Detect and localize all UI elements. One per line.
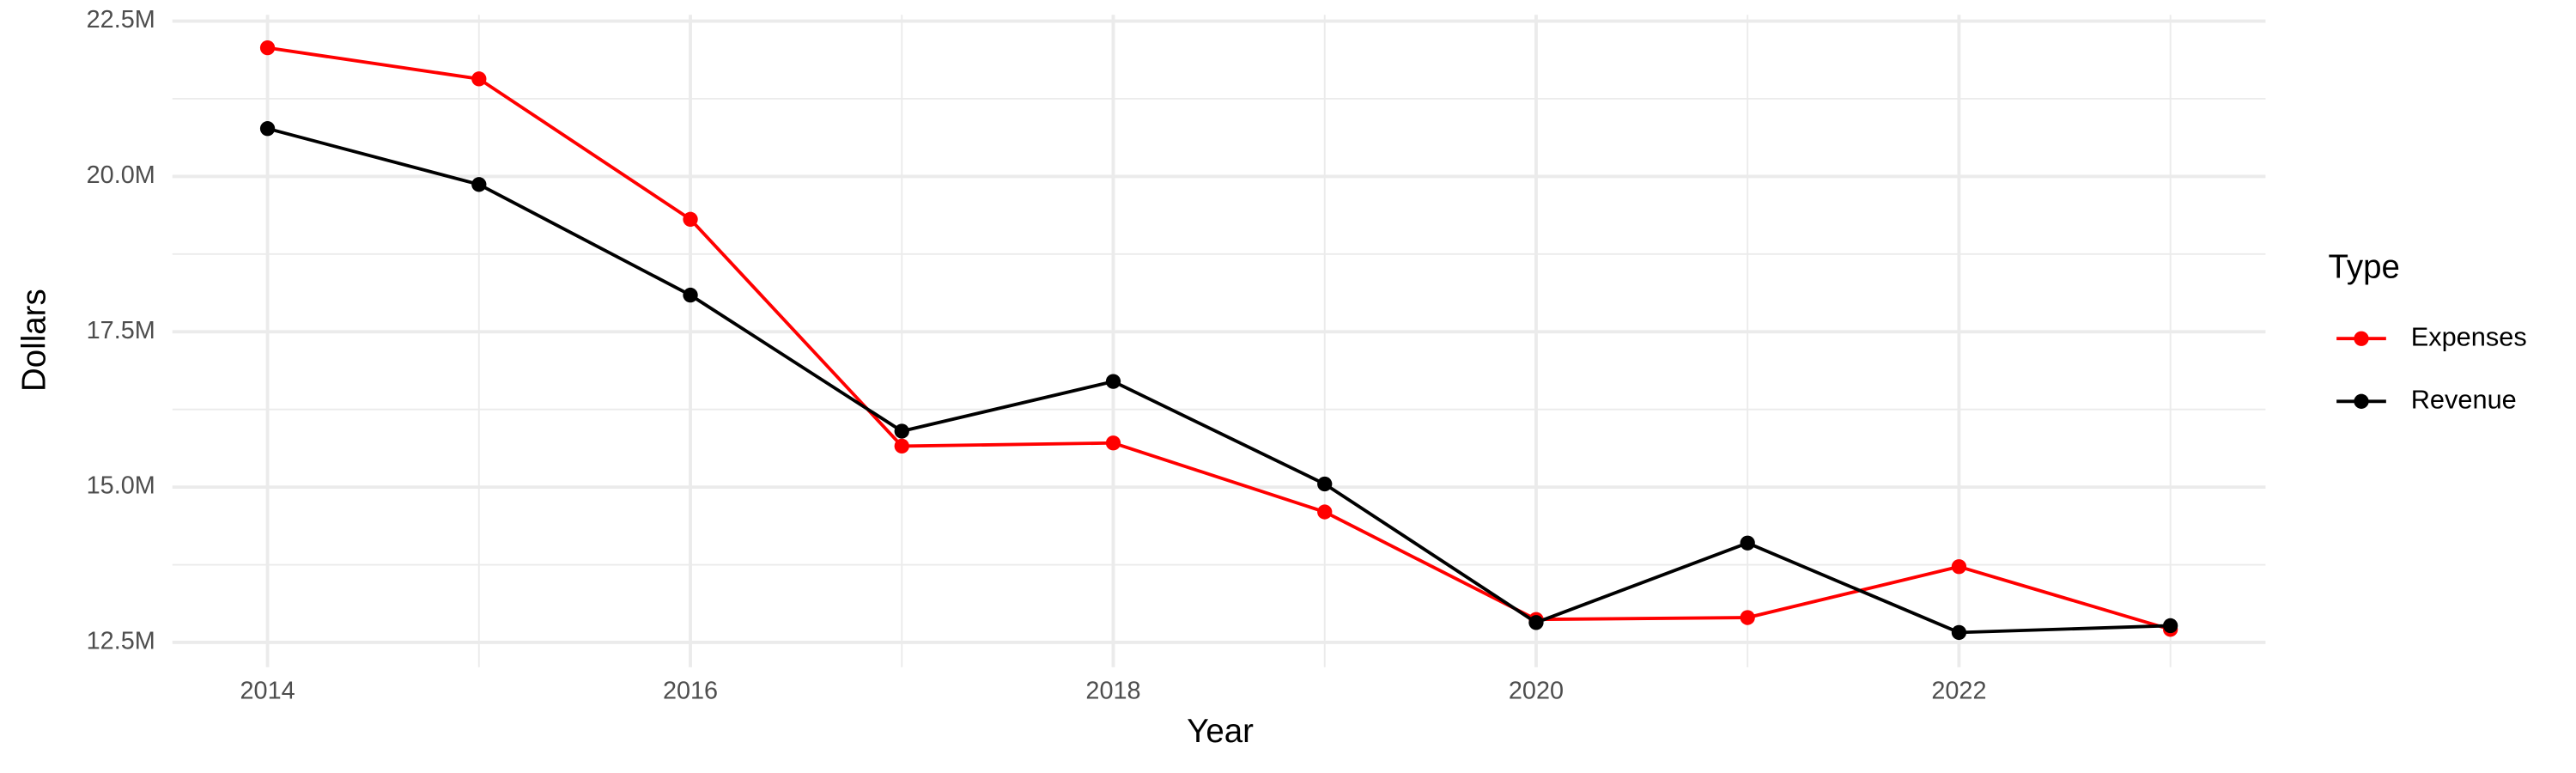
x-tick-label: 2020 [1509, 677, 1564, 704]
y-tick-label: 20.0M [87, 161, 155, 189]
y-tick-label: 15.0M [87, 472, 155, 500]
point [1317, 504, 1333, 520]
point [259, 121, 276, 137]
point [1740, 610, 1755, 625]
point [1528, 615, 1544, 630]
y-tick-label: 17.5M [87, 317, 155, 344]
legend-key-point [2354, 331, 2369, 346]
marks [259, 40, 2178, 641]
legend: Type Expenses Revenue [2329, 249, 2527, 415]
grid [172, 15, 2266, 667]
x-tick-label: 2022 [1931, 677, 1986, 704]
y-tick-label: 22.5M [87, 6, 155, 33]
legend-title: Type [2329, 249, 2400, 286]
point [2163, 618, 2178, 634]
point [1105, 435, 1121, 451]
point [894, 438, 909, 454]
x-tick-label: 2016 [663, 677, 718, 704]
point [1317, 476, 1333, 492]
y-axis-title: Dollars [15, 289, 52, 392]
point [1951, 559, 1967, 575]
point [471, 177, 487, 192]
ticks: 12.5M 15.0M 17.5M 20.0M 22.5M 2014 2016 2018 202… [87, 6, 1987, 704]
x-tick-label: 2014 [240, 677, 295, 704]
point [683, 211, 698, 227]
point [1951, 624, 1967, 641]
legend-label: Revenue [2411, 384, 2517, 414]
point [1740, 535, 1755, 551]
series-line [267, 126, 2171, 635]
point [471, 71, 487, 87]
legend-label: Expenses [2411, 321, 2527, 351]
series-line [267, 46, 2172, 631]
y-tick-label: 12.5M [87, 628, 155, 655]
x-tick-label: 2018 [1085, 677, 1140, 704]
point [683, 287, 698, 303]
point [259, 40, 276, 56]
x-axis-title: Year [1187, 713, 1254, 750]
point [1105, 374, 1121, 389]
point [894, 423, 909, 439]
legend-key-point [2354, 393, 2369, 409]
